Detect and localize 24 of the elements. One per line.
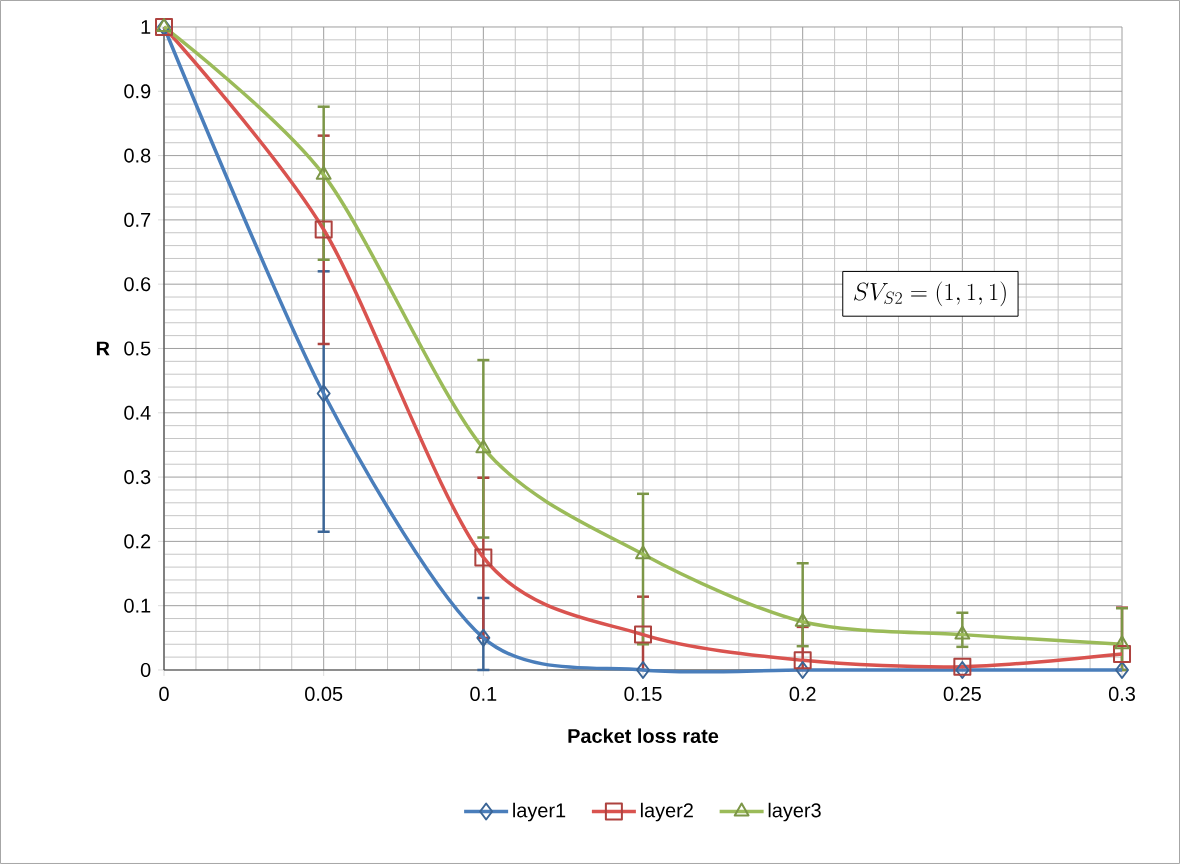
y-tick-label: 0.6 xyxy=(124,277,151,292)
annotation: $SV_{S2}=(1,1,1)$ xyxy=(854,281,1006,307)
legend-label: layer2 xyxy=(640,802,693,822)
x-tick-label: 0.25 xyxy=(943,686,981,701)
x-tick-label: 0 xyxy=(159,686,169,701)
y-tick-label: 0.7 xyxy=(124,212,151,227)
y-tick-label: 0.3 xyxy=(124,470,151,485)
x-tick-label: 0.2 xyxy=(789,686,816,701)
y-tick-label: 0.5 xyxy=(124,341,151,356)
y-tick-label: 0 xyxy=(140,662,151,678)
y-tick-label: 1 xyxy=(141,20,151,34)
x-tick-label: 0.05 xyxy=(305,686,343,701)
legend-label: layer1 xyxy=(513,802,566,822)
legend-label: layer3 xyxy=(768,802,821,822)
x-axis-title: Packet loss rate xyxy=(568,728,719,744)
y-tick-label: 0.4 xyxy=(124,405,151,420)
y-tick-label: 0.2 xyxy=(124,534,151,549)
x-tick-label: 0.1 xyxy=(470,686,497,701)
y-axis-title: R xyxy=(96,341,110,356)
x-tick-label: 0.15 xyxy=(624,686,662,701)
y-tick-label: 0.9 xyxy=(124,84,151,99)
y-tick-label: 0.1 xyxy=(124,598,151,613)
y-tick-label: 0.8 xyxy=(124,148,151,163)
x-tick-label: 0.3 xyxy=(1108,686,1135,701)
